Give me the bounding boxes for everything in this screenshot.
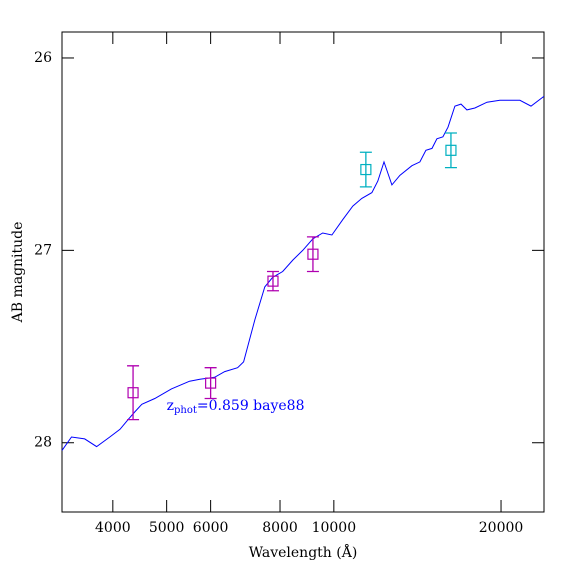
x-tick-label: 8000 [262,520,298,536]
x-tick-label: 5000 [149,520,185,536]
data-point [360,163,372,176]
y-axis-label: AB magnitude [10,222,26,324]
data-point [307,248,319,260]
x-axis-label: Wavelength (Å) [249,543,358,561]
data-point [205,377,217,389]
y-tick-label: 27 [34,242,52,258]
annotation-part: =0.859 baye88 [197,398,305,414]
error-bar [306,236,319,273]
error-bar [444,132,457,169]
x-tick-label: 6000 [193,520,229,536]
plot-frame [61,31,545,513]
model-line [61,96,545,451]
x-tick-label: 10000 [312,520,357,536]
annotation-part: phot [174,405,197,416]
error-bar [266,270,279,292]
data-point [267,275,279,287]
error-bar [359,151,372,188]
x-tick-label: 20000 [479,520,524,536]
data-point [127,387,139,399]
error-bar [204,367,217,400]
error-bar [127,365,140,421]
data-point [445,144,457,156]
x-tick-label: 4000 [95,520,131,536]
y-tick-label: 26 [34,50,52,66]
annotation: zphot=0.859 baye88 [167,398,305,416]
y-tick-label: 28 [34,435,52,451]
annotation-part: z [167,398,174,414]
